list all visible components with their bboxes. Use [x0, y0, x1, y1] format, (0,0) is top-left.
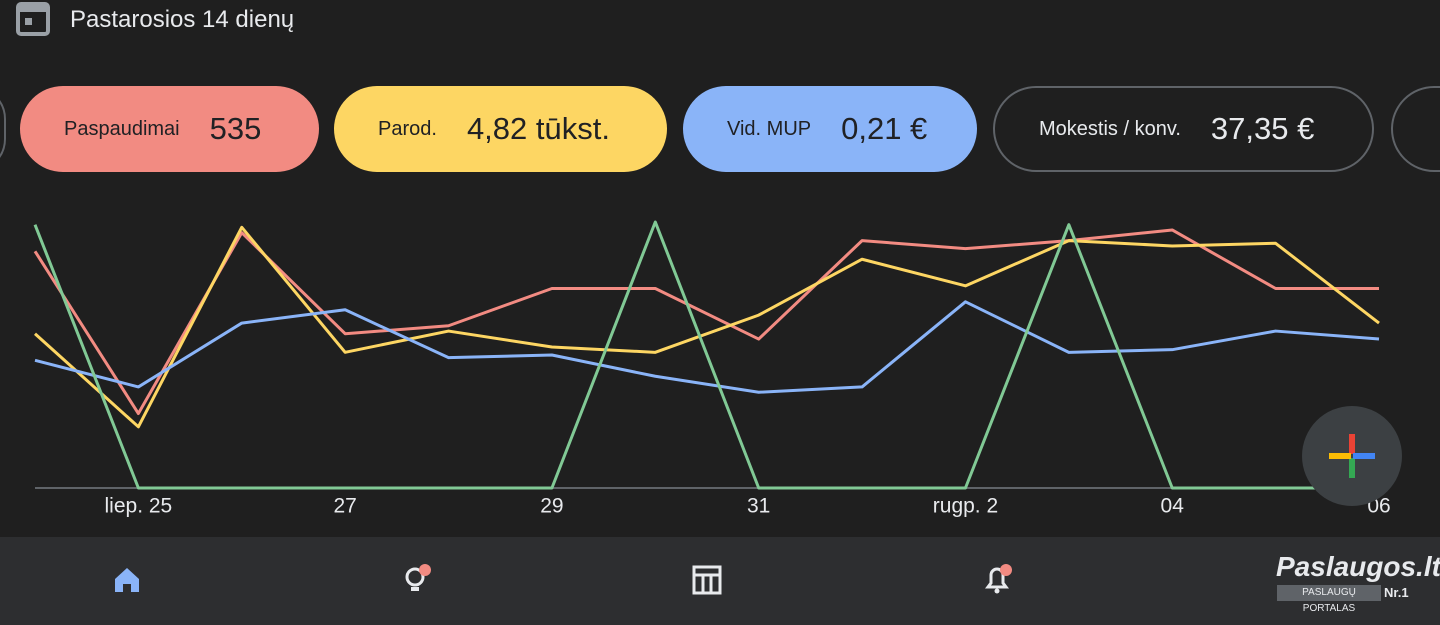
- nav-insights[interactable]: [400, 561, 436, 597]
- card-partial[interactable]: [1391, 86, 1440, 172]
- metric-value: 535: [209, 111, 262, 146]
- metric-value: 4,82 tūkst.: [466, 111, 610, 146]
- watermark-subtitle: PASLAUGŲ PORTALAS: [1277, 585, 1381, 614]
- series-line: [33, 228, 1379, 416]
- chart: liep. 25 27 29 31 rugp. 2 04 06: [33, 220, 1391, 518]
- series-line: [33, 220, 1379, 490]
- header-title: Pastarosios 14 dienų: [70, 6, 295, 33]
- x-tick-label: 31: [747, 495, 770, 518]
- x-tick-label: rugp. 2: [933, 495, 998, 518]
- metric-label: Vid. MUP: [727, 117, 812, 140]
- metric-label: Paspaudimai: [64, 117, 180, 140]
- x-tick-label: 27: [333, 495, 356, 518]
- x-tick-label: 04: [1161, 495, 1185, 518]
- metric-card[interactable]: Mokestis / konv. 37,35 €: [993, 86, 1374, 172]
- bottom-nav: Paslaugos.lt PASLAUGŲ PORTALAS Nr.1: [0, 537, 1440, 625]
- fab[interactable]: [1300, 405, 1404, 509]
- watermark-badge: Nr.1: [1384, 585, 1409, 600]
- metric-value: 0,21 €: [841, 111, 928, 146]
- metric-card[interactable]: Paspaudimai 535: [20, 86, 319, 172]
- metric-card[interactable]: Parod. 4,82 tūkst.: [334, 86, 667, 172]
- metric-value: 37,35 €: [1210, 111, 1315, 146]
- nav-notifications[interactable]: [982, 561, 1018, 597]
- metric-label: Parod.: [378, 117, 437, 140]
- x-tick-label: liep. 25: [105, 495, 173, 518]
- card-partial[interactable]: [0, 86, 6, 172]
- x-tick-label: 29: [540, 495, 563, 518]
- watermark-title: Paslaugos.lt: [1276, 551, 1440, 582]
- nav-home[interactable]: [112, 565, 142, 595]
- metric-label: Mokestis / konv.: [1039, 117, 1181, 140]
- calendar-icon: [16, 2, 50, 36]
- nav-campaigns[interactable]: [692, 565, 722, 595]
- series-line: [34, 300, 1380, 394]
- metric-card[interactable]: Vid. MUP 0,21 €: [683, 86, 977, 172]
- series-line: [33, 225, 1380, 429]
